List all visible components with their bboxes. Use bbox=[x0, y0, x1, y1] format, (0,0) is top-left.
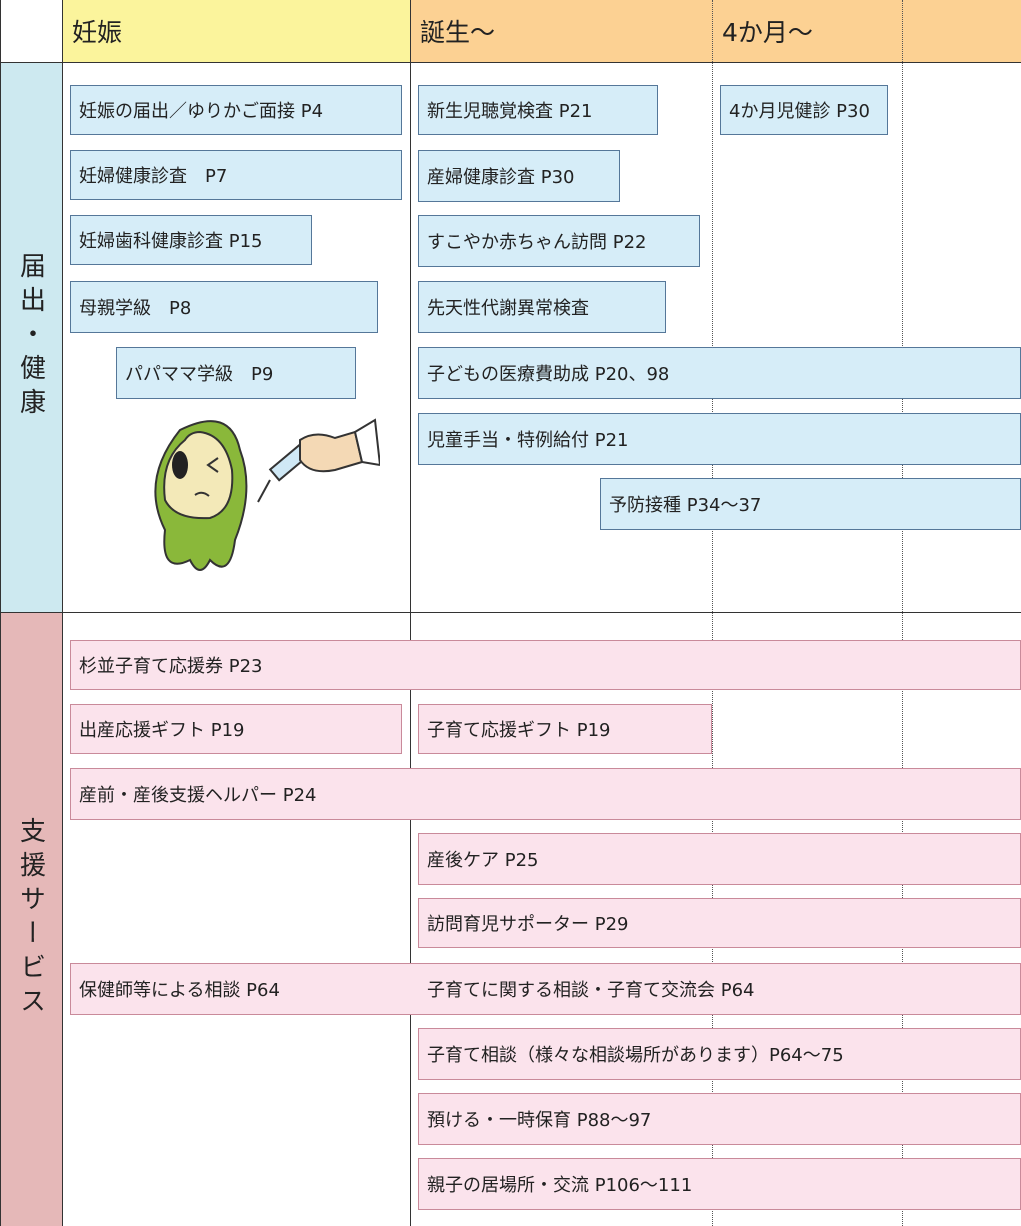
item-box: パパママ学級 P9 bbox=[116, 347, 356, 399]
item-box: 訪問育児サポーター P29 bbox=[418, 898, 1021, 948]
item-box: 子育て相談（様々な相談場所があります）P64〜75 bbox=[418, 1028, 1021, 1080]
item-box: 親子の居場所・交流 P106〜111 bbox=[418, 1158, 1021, 1210]
column-line bbox=[712, 0, 713, 1226]
row-line bbox=[0, 62, 1021, 63]
item-box: 妊婦健康診査 P7 bbox=[70, 150, 402, 200]
column-line bbox=[902, 0, 903, 1226]
item-box: 妊娠の届出／ゆりかご面接 P4 bbox=[70, 85, 402, 135]
column-header: 誕生〜 bbox=[410, 0, 712, 62]
item-box: 出産応援ギフト P19 bbox=[70, 704, 402, 754]
item-box: 産前・産後支援ヘルパー P24 bbox=[70, 768, 1021, 820]
item-box: 先天性代謝異常検査 bbox=[418, 281, 666, 333]
column-line bbox=[410, 0, 411, 1226]
item-text: 子育てに関する相談・子育て交流会 P64 bbox=[427, 980, 755, 1001]
item-box: 母親学級 P8 bbox=[70, 281, 378, 333]
character-illustration bbox=[154, 418, 380, 571]
item-box: 産後ケア P25 bbox=[418, 833, 1021, 885]
item-box: 児童手当・特例給付 P21 bbox=[418, 413, 1021, 465]
item-box: 新生児聴覚検査 P21 bbox=[418, 85, 658, 135]
item-box: 子育て応援ギフト P19 bbox=[418, 704, 712, 754]
item-box: 妊婦歯科健康診査 P15 bbox=[70, 215, 312, 265]
column-header: 4か月〜 bbox=[712, 0, 1021, 62]
item-box: 子どもの医療費助成 P20、98 bbox=[418, 347, 1021, 399]
item-box: 杉並子育て応援券 P23 bbox=[70, 640, 1021, 690]
item-box: 4か月児健診 P30 bbox=[720, 85, 888, 135]
item-box: 予防接種 P34〜37 bbox=[600, 478, 1021, 530]
item-box: 保健師等による相談 P64 子育てに関する相談・子育て交流会 P64 bbox=[70, 963, 1021, 1015]
column-line bbox=[62, 0, 63, 1226]
item-box: すこやか赤ちゃん訪問 P22 bbox=[418, 215, 700, 267]
section-label: 支援サービス bbox=[15, 817, 46, 1021]
row-line bbox=[0, 612, 1021, 613]
column-header: 妊娠 bbox=[62, 0, 410, 62]
section-band bbox=[0, 62, 62, 612]
corner-cell bbox=[0, 0, 62, 62]
item-box: 産婦健康診査 P30 bbox=[418, 150, 620, 202]
section-label: 届出・健康 bbox=[15, 252, 46, 422]
item-box: 預ける・一時保育 P88〜97 bbox=[418, 1093, 1021, 1145]
column-line bbox=[0, 0, 1, 1226]
section-band bbox=[0, 612, 62, 1226]
